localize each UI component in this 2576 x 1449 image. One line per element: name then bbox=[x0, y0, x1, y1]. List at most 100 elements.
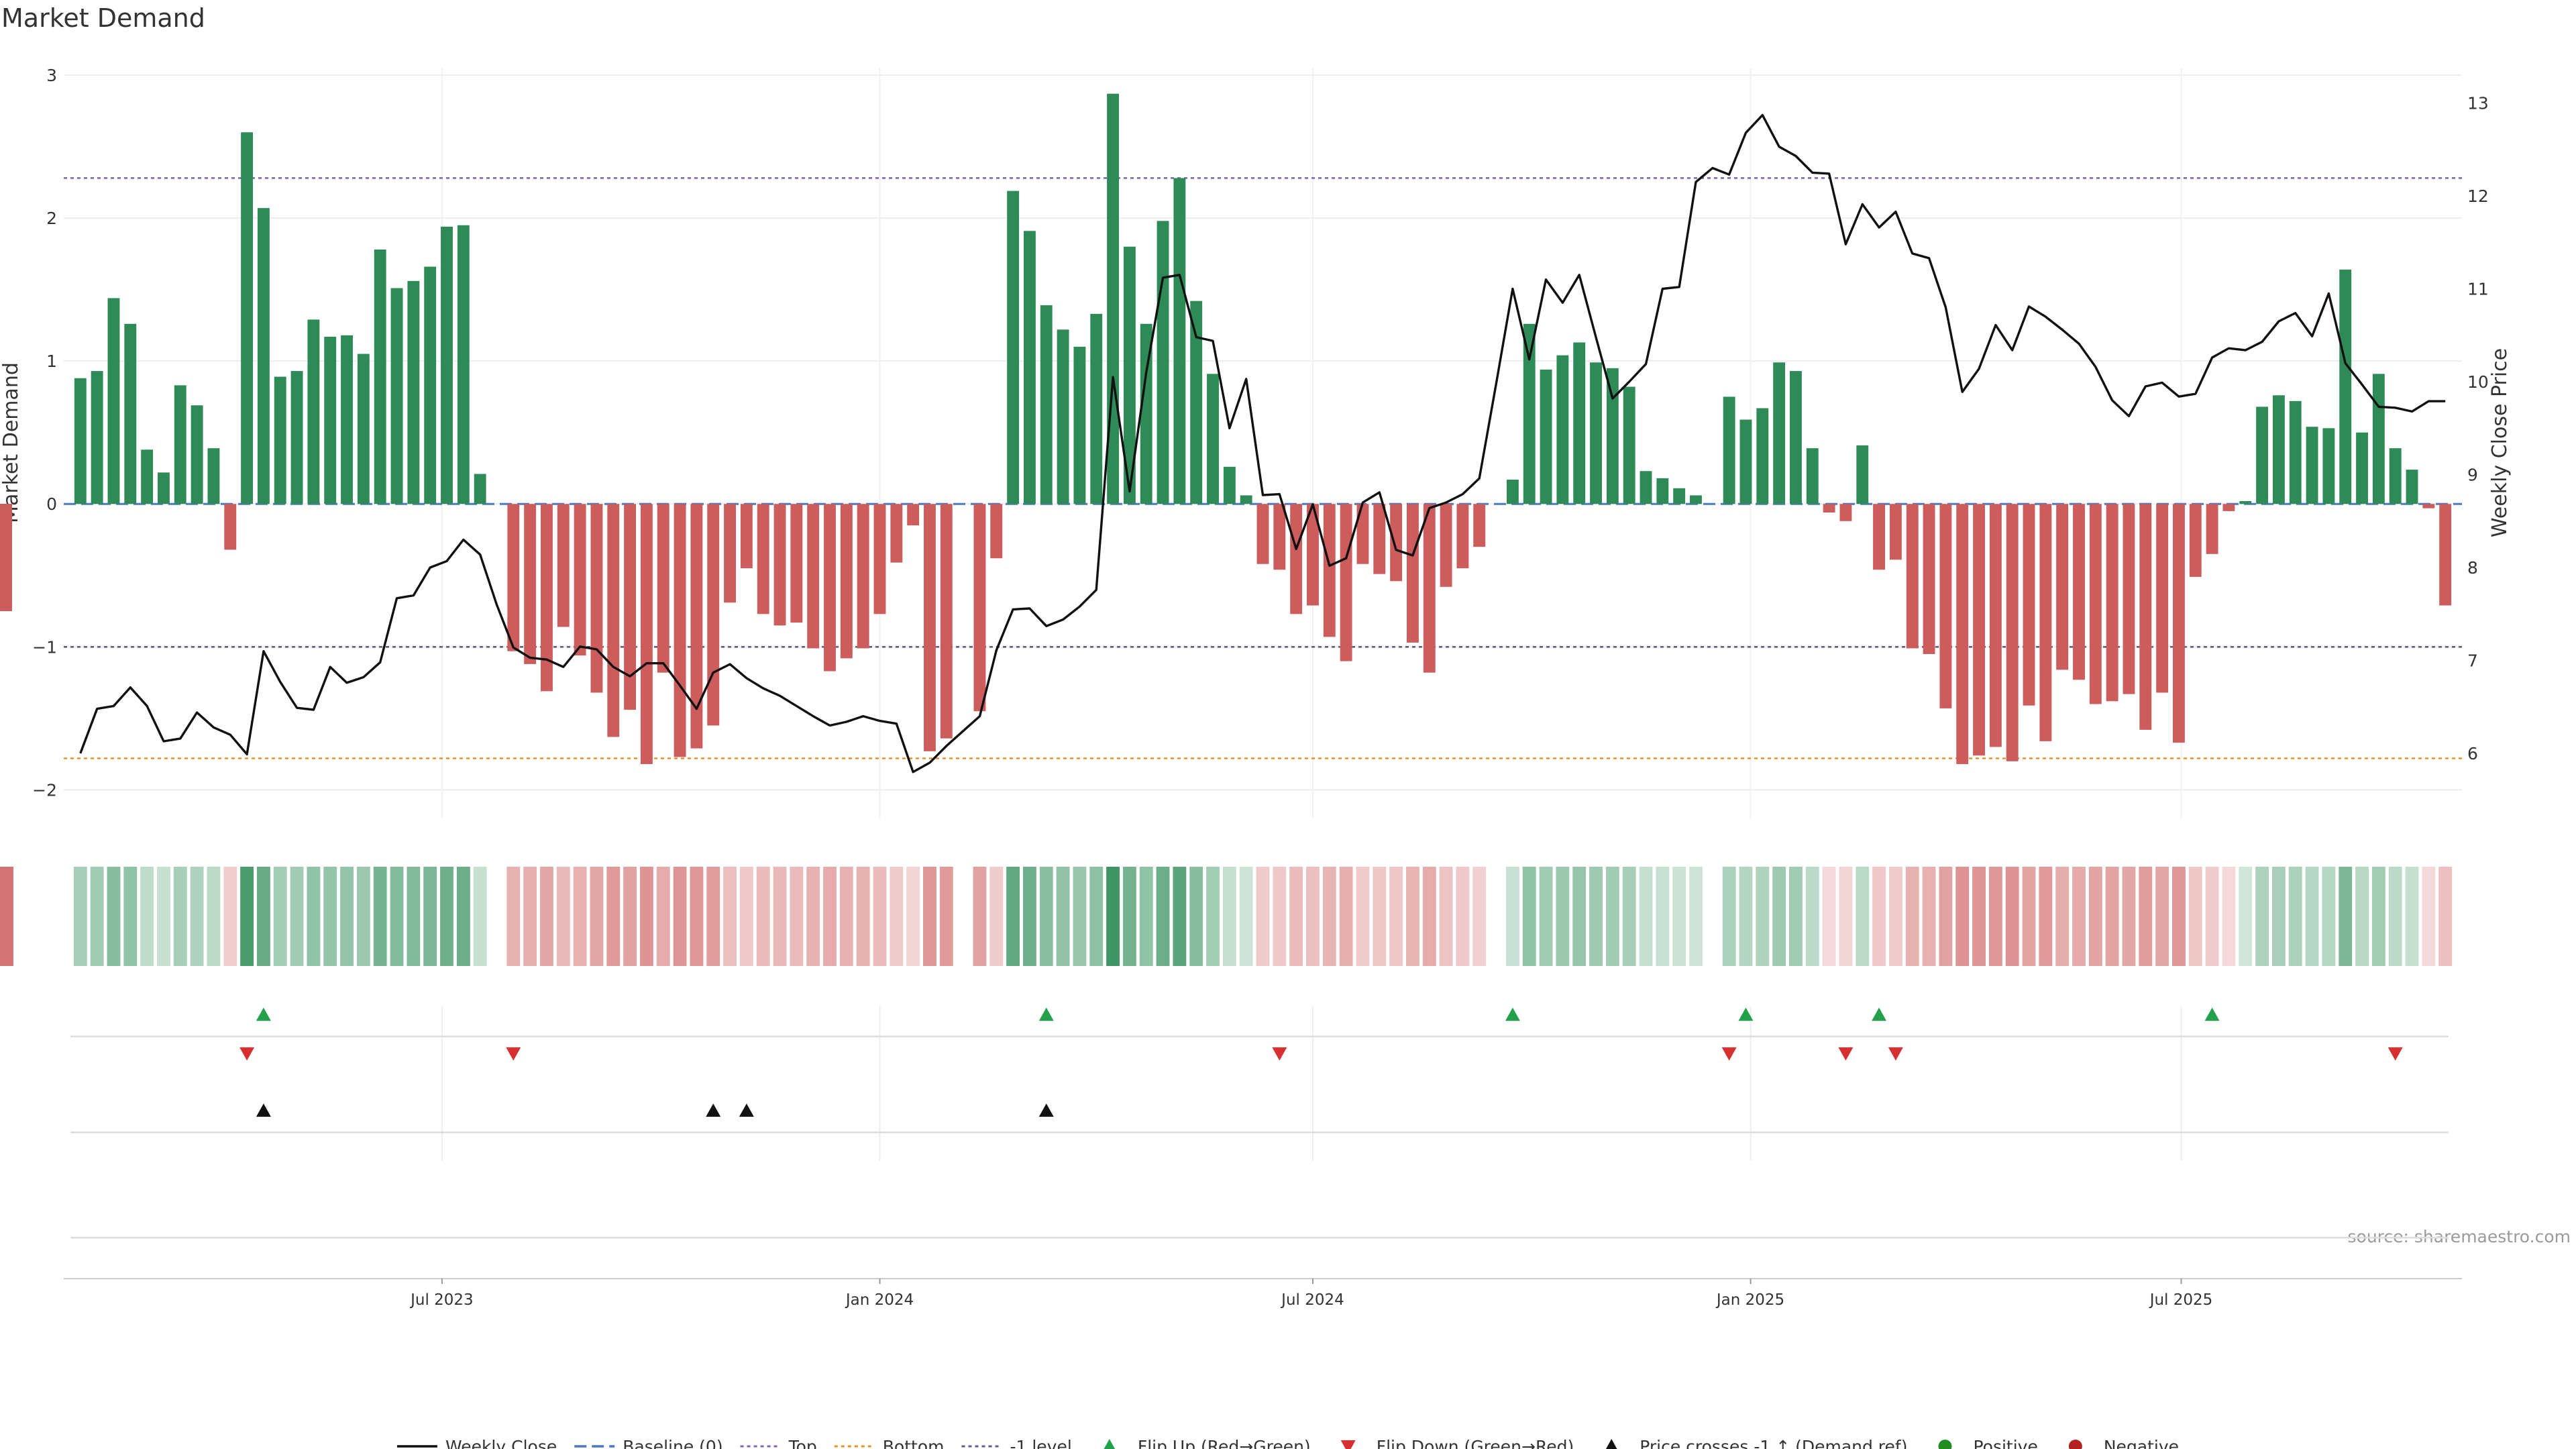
demand-bar bbox=[840, 504, 853, 659]
heat-cell bbox=[1672, 867, 1686, 966]
legend-glyph bbox=[1340, 1440, 1356, 1449]
demand-bar bbox=[924, 504, 936, 751]
heat-cell bbox=[1639, 867, 1653, 966]
heat-cell bbox=[573, 867, 587, 966]
heat-cell bbox=[923, 867, 936, 966]
demand-bar bbox=[1506, 480, 1519, 504]
demand-bar bbox=[557, 504, 570, 627]
heat-cell bbox=[1572, 867, 1587, 966]
y-axis-label-left: Market Demand bbox=[0, 362, 23, 523]
demand-bar bbox=[2406, 470, 2418, 504]
y-tick-right: 11 bbox=[2467, 280, 2489, 299]
demand-bar bbox=[290, 371, 303, 504]
heat-cell bbox=[1322, 867, 1336, 966]
heat-cell bbox=[1139, 867, 1153, 966]
y-tick-right: 7 bbox=[2467, 651, 2478, 671]
heat-cell bbox=[2255, 867, 2269, 966]
price-cross-marker bbox=[256, 1104, 271, 1117]
demand-heat-strip bbox=[0, 867, 2453, 966]
demand-bar bbox=[824, 504, 836, 672]
demand-bar bbox=[707, 504, 720, 726]
legend-label: Flip Down (Green→Red) bbox=[1377, 1437, 1574, 1449]
y-tick-left: 1 bbox=[46, 352, 57, 371]
heat-cell bbox=[2122, 867, 2136, 966]
demand-bar bbox=[2089, 504, 2102, 704]
heat-cell bbox=[2271, 867, 2286, 966]
demand-bar bbox=[2439, 504, 2452, 606]
demand-bar bbox=[1939, 504, 1952, 708]
y-tick-right: 10 bbox=[2467, 372, 2489, 392]
heat-cell bbox=[1539, 867, 1553, 966]
demand-bar bbox=[0, 504, 12, 612]
heat-cell bbox=[2239, 867, 2253, 966]
demand-bar bbox=[1090, 313, 1103, 504]
heat-cell bbox=[2088, 867, 2102, 966]
demand-bar bbox=[1290, 504, 1303, 614]
chart-title: Market Demand bbox=[1, 3, 205, 33]
heat-cell bbox=[2222, 867, 2236, 966]
demand-bar bbox=[241, 132, 254, 504]
heat-cell bbox=[1256, 867, 1270, 966]
demand-bar bbox=[2139, 504, 2152, 730]
demand-bar bbox=[1040, 305, 1053, 504]
heat-cell bbox=[1472, 867, 1487, 966]
demand-bar bbox=[1889, 504, 1902, 560]
heat-cell bbox=[523, 867, 537, 966]
heat-cell bbox=[639, 867, 653, 966]
heat-cell bbox=[2039, 867, 2053, 966]
demand-bar bbox=[107, 298, 120, 504]
demand-bar bbox=[158, 472, 170, 504]
heat-cell bbox=[1605, 867, 1619, 966]
demand-bar bbox=[1173, 178, 1186, 504]
demand-bar bbox=[1606, 368, 1619, 504]
legend-item-6: Flip Down (Green→Red) bbox=[1340, 1437, 1574, 1449]
demand-bar bbox=[2422, 504, 2435, 508]
demand-bar bbox=[740, 504, 753, 569]
y-tick-right: 6 bbox=[2467, 744, 2478, 763]
event-markers bbox=[70, 1008, 2449, 1239]
heat-cell bbox=[307, 867, 321, 966]
demand-bar bbox=[1423, 504, 1436, 673]
heat-cell bbox=[723, 867, 737, 966]
heat-cell bbox=[1622, 867, 1636, 966]
heat-cell bbox=[373, 867, 387, 966]
demand-bar bbox=[1256, 504, 1269, 564]
heat-cell bbox=[1955, 867, 1970, 966]
demand-bar bbox=[1973, 504, 1985, 756]
demand-bar bbox=[1023, 231, 1036, 504]
demand-bar bbox=[1806, 448, 1819, 504]
heat-cell bbox=[440, 867, 453, 966]
demand-bar bbox=[1823, 504, 1835, 513]
heat-cell bbox=[340, 867, 354, 966]
demand-bar bbox=[857, 504, 869, 649]
heat-cell bbox=[1189, 867, 1203, 966]
heat-cell bbox=[2072, 867, 2086, 966]
weekly-close-line bbox=[79, 113, 2446, 773]
flip-up-marker bbox=[1872, 1008, 1887, 1021]
heat-cell bbox=[989, 867, 1004, 966]
demand-bar bbox=[574, 504, 586, 656]
heat-cell bbox=[1772, 867, 1786, 966]
demand-bar bbox=[2023, 504, 2035, 706]
demand-bar bbox=[1407, 504, 1419, 643]
demand-bar bbox=[1057, 329, 1069, 504]
demand-bar bbox=[507, 504, 520, 651]
demand-bar bbox=[1673, 488, 1686, 504]
heat-cell bbox=[623, 867, 637, 966]
heat-cell bbox=[73, 867, 87, 966]
demand-bar bbox=[457, 225, 470, 504]
gridlines bbox=[64, 68, 2462, 1161]
heat-cell bbox=[1756, 867, 1770, 966]
heat-cell bbox=[1839, 867, 1853, 966]
y-tick-left: −2 bbox=[32, 780, 57, 800]
demand-bar bbox=[1356, 504, 1369, 564]
demand-bar bbox=[2389, 448, 2402, 504]
demand-bar bbox=[1873, 504, 1886, 570]
legend-label: Weekly Close bbox=[445, 1437, 557, 1449]
heat-cell bbox=[2422, 867, 2436, 966]
demand-bar bbox=[357, 354, 370, 504]
demand-bar bbox=[407, 280, 420, 504]
demand-bar bbox=[1440, 504, 1452, 587]
demand-bar bbox=[1590, 362, 1602, 504]
